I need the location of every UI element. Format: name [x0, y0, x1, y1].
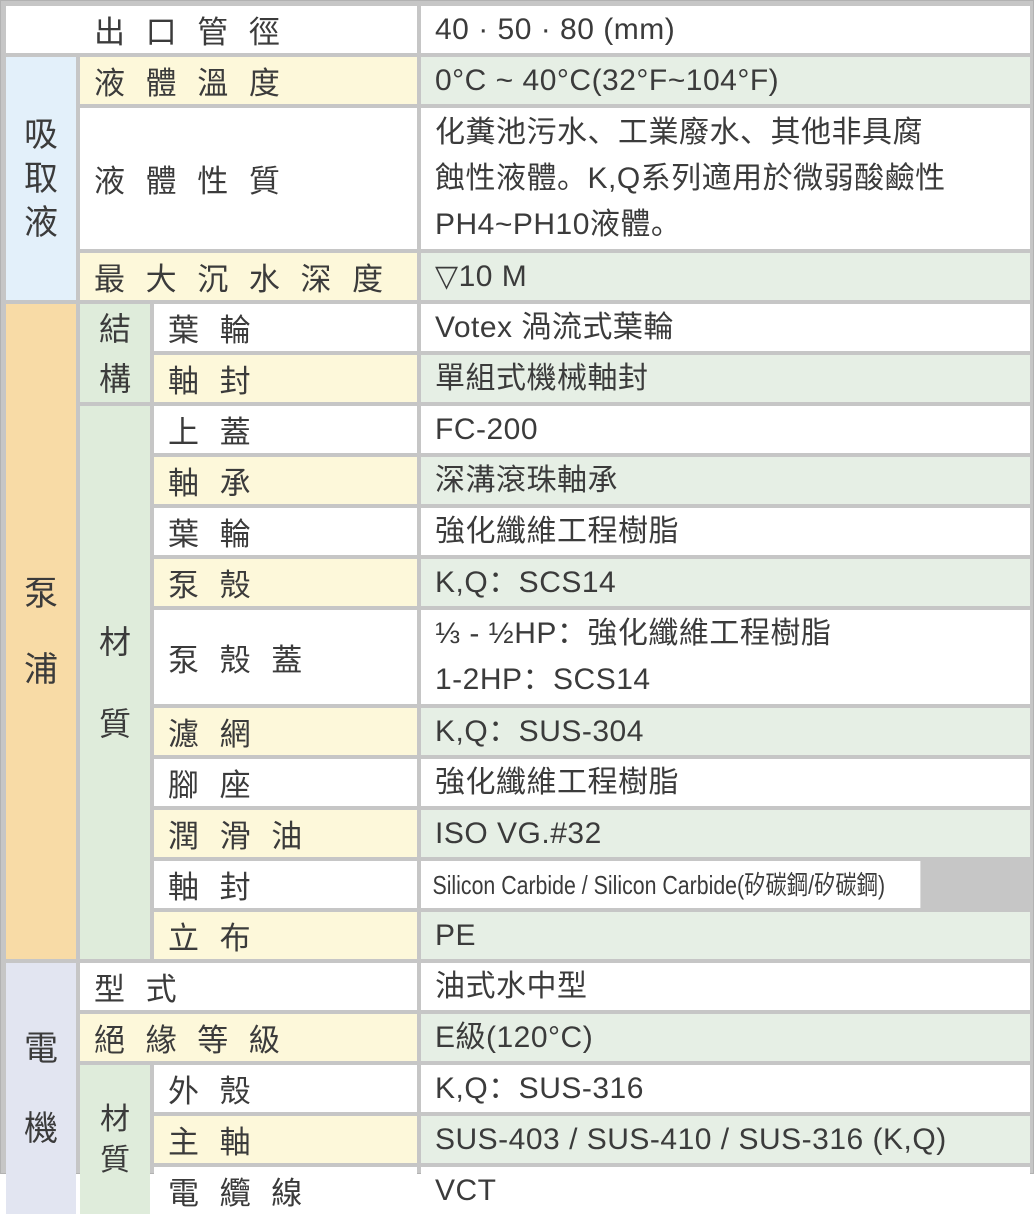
row-outlet-label: 出 口 管 徑	[6, 6, 417, 53]
row-liquid-nature-value: 化糞池污水、工業廢水、其他非具腐 蝕性液體。K,Q系列適用於微弱酸鹼性 PH4~…	[421, 108, 1030, 249]
row-liquid-nature-label: 液 體 性 質	[80, 108, 417, 249]
row-motor-type-label: 型 式	[80, 963, 417, 1010]
subsection-pump-structure-label: 結構	[98, 311, 131, 397]
row-liquid-temp-label: 液 體 溫 度	[80, 57, 417, 104]
section-suction: 吸取液	[6, 57, 76, 300]
row-max-depth-value: ▽10 M	[421, 253, 1030, 300]
subsection-pump-material-label: 材質	[98, 623, 131, 742]
row-main-shaft-label: 主 軸	[154, 1116, 417, 1163]
row-top-cover-label: 上 蓋	[154, 406, 417, 453]
section-suction-label: 吸取液	[24, 115, 58, 242]
row-bearing-value: 深溝滾珠軸承	[421, 457, 1030, 504]
row-impeller-material-label: 葉 輪	[154, 508, 417, 555]
row-outlet-value: 40 · 50 · 80 (mm)	[421, 6, 1030, 53]
row-pump-casing-value: K,Q：SCS14	[421, 559, 1030, 606]
subsection-motor-material: 材質	[80, 1065, 150, 1214]
row-motor-type-value: 油式水中型	[421, 963, 1030, 1010]
row-casing-cover-value: ⅓ - ½HP：強化纖維工程樹脂 1-2HP：SCS14	[421, 610, 1030, 704]
row-bearing-label: 軸 承	[154, 457, 417, 504]
row-foot-base-label: 腳 座	[154, 759, 417, 806]
row-strainer-label: 濾 網	[154, 708, 417, 755]
subsection-motor-material-label: 材質	[100, 1102, 130, 1177]
section-motor: 電機	[6, 963, 76, 1214]
row-shaft-seal-structure-value: 單組式機械軸封	[421, 355, 1030, 402]
row-liquid-temp-value: 0°C ~ 40°C(32°F~104°F)	[421, 57, 1030, 104]
subsection-pump-material: 材質	[80, 406, 150, 959]
row-lubricant-value: ISO VG.#32	[421, 810, 1030, 857]
row-shaft-seal-structure-label: 軸 封	[154, 355, 417, 402]
section-motor-label: 電機	[24, 1029, 58, 1148]
row-max-depth-label: 最 大 沉 水 深 度	[80, 253, 417, 300]
row-pump-casing-label: 泵 殼	[154, 559, 417, 606]
row-stand-cloth-value: PE	[421, 912, 1030, 959]
row-strainer-value: K,Q：SUS-304	[421, 708, 1030, 755]
row-foot-base-value: 強化纖維工程樹脂	[421, 759, 1030, 806]
row-stand-cloth-label: 立 布	[154, 912, 417, 959]
row-shaft-seal-material-label: 軸 封	[154, 861, 417, 908]
row-top-cover-value: FC-200	[421, 406, 1030, 453]
subsection-pump-structure: 結構	[80, 304, 150, 402]
section-pump-label: 泵浦	[24, 574, 58, 689]
row-impeller-structure-label: 葉 輪	[154, 304, 417, 351]
row-casing-cover-label: 泵 殼 蓋	[154, 610, 417, 704]
section-pump: 泵浦	[6, 304, 76, 959]
row-impeller-structure-value: Votex 渦流式葉輪	[421, 304, 1030, 351]
row-cable-value: VCT	[421, 1167, 1030, 1214]
row-cable-label: 電 纜 線	[154, 1167, 417, 1214]
row-outer-shell-label: 外 殼	[154, 1065, 417, 1112]
row-shaft-seal-material-value: Silicon Carbide / Silicon Carbide(矽碳鋼/矽碳…	[421, 861, 921, 908]
row-main-shaft-value: SUS-403 / SUS-410 / SUS-316 (K,Q)	[421, 1116, 1030, 1163]
row-lubricant-label: 潤 滑 油	[154, 810, 417, 857]
row-insulation-label: 絕 緣 等 級	[80, 1014, 417, 1061]
row-insulation-value: E級(120°C)	[421, 1014, 1030, 1061]
row-outer-shell-value: K,Q：SUS-316	[421, 1065, 1030, 1112]
row-impeller-material-value: 強化纖維工程樹脂	[421, 508, 1030, 555]
